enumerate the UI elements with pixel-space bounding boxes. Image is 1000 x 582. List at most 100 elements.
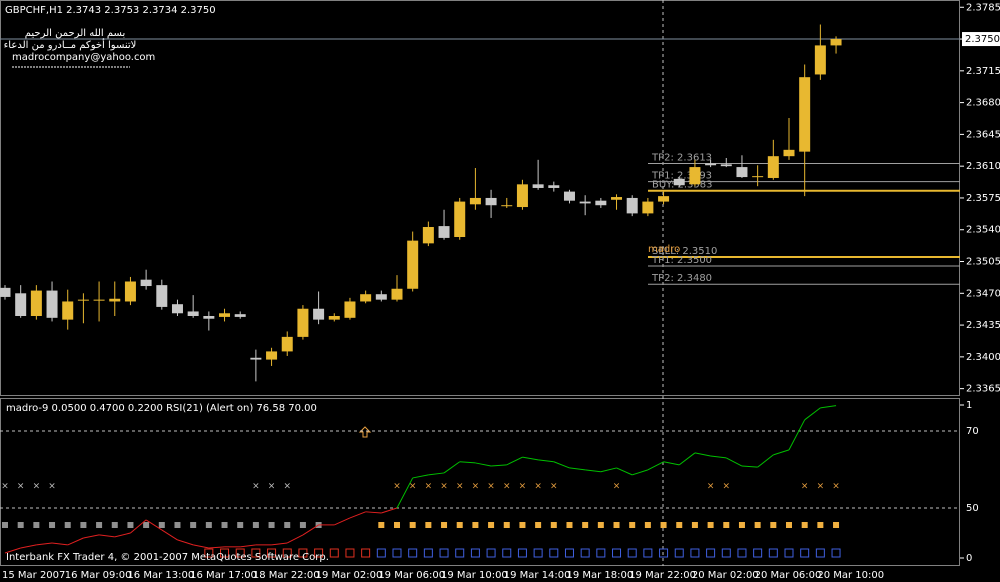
signal-square — [111, 522, 118, 528]
signal-box — [502, 548, 512, 558]
signal-box — [784, 548, 794, 558]
signal-box — [439, 548, 449, 558]
signal-square — [409, 522, 416, 528]
signal-square — [707, 522, 714, 528]
signal-x: × — [33, 482, 41, 492]
y-tick-label: 1 — [966, 400, 972, 411]
signal-square — [205, 522, 212, 528]
indicator-line — [161, 529, 178, 541]
candle-body — [156, 285, 168, 307]
signal-square — [2, 522, 8, 528]
candle-body — [171, 304, 183, 314]
signal-box — [533, 548, 543, 558]
indicator-line — [349, 511, 366, 519]
x-tick-label: 18 Mar 22:00 — [253, 570, 320, 581]
candle-body — [407, 240, 419, 289]
signal-x: × — [613, 482, 621, 492]
y-tick-label: 2.3505 — [966, 257, 1000, 268]
note: madrocompany@yahoo.com — [12, 52, 155, 63]
indicator-line — [145, 519, 163, 531]
indicator-line — [287, 534, 304, 544]
indicator-line — [820, 405, 837, 409]
candle-body — [830, 39, 842, 46]
signal-box — [815, 548, 825, 558]
signal-box — [455, 548, 465, 558]
candle-body — [46, 290, 58, 318]
indicator-line — [20, 544, 37, 549]
candle-body — [0, 287, 11, 297]
x-tick-label: 19 Mar 22:00 — [629, 570, 696, 581]
signal-box — [376, 548, 386, 558]
x-tick-label: 20 Mar 02:00 — [692, 570, 759, 581]
y-tick-label: 2.3785 — [966, 2, 1000, 13]
indicator-line — [443, 461, 461, 474]
signal-square — [738, 522, 745, 528]
level-label: SELL: 2.3510 — [652, 246, 717, 257]
indicator-line — [83, 534, 100, 539]
signal-box — [267, 548, 277, 558]
signal-square — [597, 522, 604, 528]
candle-body — [328, 316, 340, 320]
signal-box — [690, 548, 700, 558]
indicator-line — [271, 542, 288, 546]
y-tick-label: 2.3365 — [966, 384, 1000, 395]
signal-x: × — [723, 482, 731, 492]
indicator-line — [396, 477, 414, 509]
indicator-line — [114, 532, 131, 538]
candle-body — [814, 45, 826, 75]
x-tick-label: 20 Mar 10:00 — [817, 570, 884, 581]
y-tick-label: 2.3400 — [966, 352, 1000, 363]
candle-body — [438, 226, 450, 238]
signal-square — [378, 522, 385, 528]
signal-square — [252, 522, 259, 528]
signal-square — [174, 522, 181, 528]
candle-body — [266, 351, 278, 360]
signal-square — [143, 522, 150, 528]
indicator-line — [459, 461, 476, 464]
candle-body — [15, 293, 27, 316]
candle-body — [501, 205, 513, 207]
signal-square — [770, 522, 777, 528]
indicator-line — [773, 449, 790, 456]
indicator-line — [428, 472, 445, 476]
indicator-line — [678, 452, 696, 466]
signal-square — [284, 522, 291, 528]
signal-square — [786, 522, 792, 528]
signal-square — [629, 522, 636, 528]
candle-body — [736, 167, 748, 178]
signal-square — [394, 522, 400, 528]
signal-x: × — [48, 482, 56, 492]
signal-square — [676, 522, 683, 528]
signal-box — [831, 548, 841, 558]
y-tick-label: 2.3645 — [966, 129, 1000, 140]
signal-box — [314, 548, 324, 558]
signal-square — [519, 522, 526, 528]
signal-x: × — [707, 482, 715, 492]
candle-body — [30, 290, 42, 316]
candle-body — [548, 185, 560, 188]
y-tick-label: 2.3435 — [966, 320, 1000, 331]
indicator-line — [569, 467, 586, 471]
signal-x: × — [503, 482, 511, 492]
signal-x: × — [487, 482, 495, 492]
signal-box — [298, 548, 308, 558]
candle-body — [140, 279, 152, 287]
signal-box — [470, 548, 480, 558]
indicator-title: madro-9 0.0500 0.4700 0.2200 RSI(21) (Al… — [6, 403, 317, 414]
level-label: TP1: 2.3500 — [651, 255, 712, 266]
candle-body — [469, 197, 481, 205]
x-tick-label: 19 Mar 02:00 — [316, 570, 383, 581]
indicator-line — [491, 464, 507, 467]
candle-body — [124, 281, 136, 302]
indicator-label: madro — [648, 244, 680, 255]
signal-x: × — [268, 482, 276, 492]
indicator-line — [694, 452, 711, 457]
signal-x: × — [534, 482, 542, 492]
signal-square — [221, 522, 228, 528]
indicator-line — [193, 544, 209, 549]
candle-body — [689, 167, 701, 185]
indicator-line — [741, 465, 758, 468]
indicator-line — [663, 461, 680, 466]
indicator-line — [99, 534, 115, 538]
